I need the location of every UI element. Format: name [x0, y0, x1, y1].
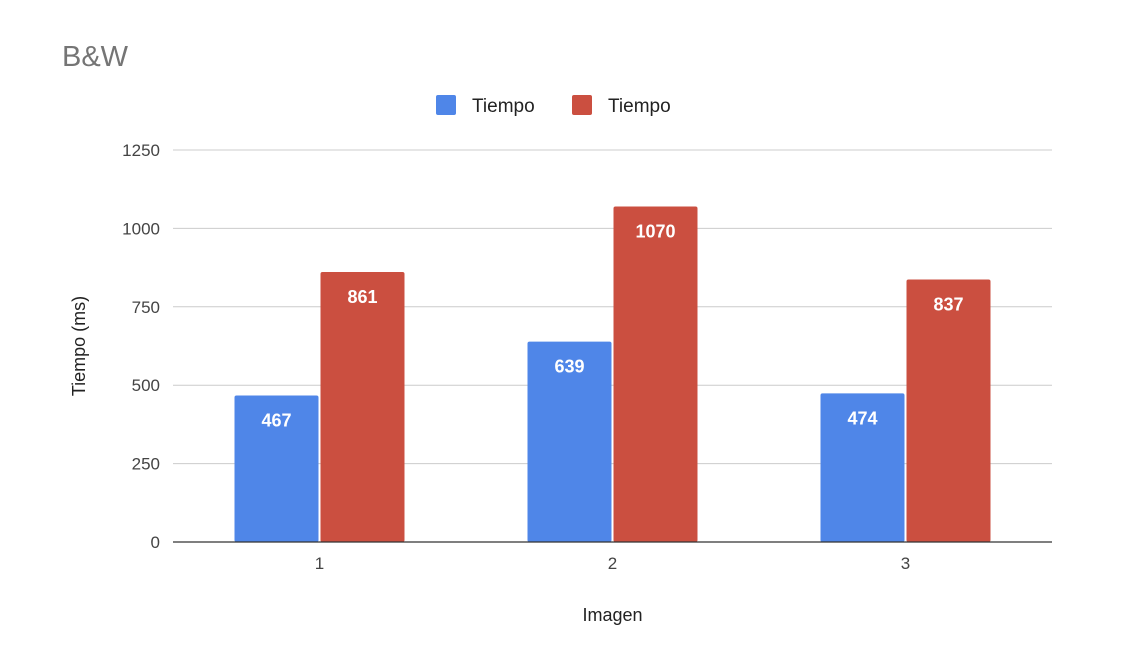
legend-label: Tiempo: [472, 96, 535, 117]
x-tick-label: 1: [315, 554, 324, 573]
x-axis-title: Imagen: [582, 605, 642, 625]
x-tick-label: 3: [901, 554, 910, 573]
x-tick-label: 2: [608, 554, 617, 573]
y-axis-title: Tiempo (ms): [69, 296, 89, 396]
bars: 467 861 639 1070 474 837: [234, 206, 991, 542]
legend-label: Tiempo: [608, 96, 671, 117]
bar: [613, 206, 698, 542]
chart-title: B&W: [62, 41, 129, 73]
legend: Tiempo Tiempo: [436, 95, 671, 117]
x-axis-ticks: 1 2 3: [315, 554, 910, 573]
bar: [527, 341, 612, 542]
y-tick-label: 1250: [122, 141, 160, 160]
y-tick-label: 500: [132, 376, 160, 395]
data-label: 639: [554, 357, 584, 377]
y-tick-label: 1000: [122, 219, 160, 238]
bar: [820, 393, 905, 542]
y-tick-label: 0: [151, 533, 160, 552]
bar: [234, 395, 319, 542]
legend-swatch: [436, 95, 456, 115]
bar: [906, 279, 991, 542]
y-axis-ticks: 0 250 500 750 1000 1250: [122, 141, 160, 552]
gridlines: [173, 149, 1052, 465]
data-label: 467: [261, 411, 291, 431]
data-label: 1070: [635, 221, 675, 241]
y-tick-label: 750: [132, 298, 160, 317]
data-label: 474: [847, 408, 877, 428]
y-tick-label: 250: [132, 455, 160, 474]
data-label: 861: [347, 287, 377, 307]
legend-swatch: [572, 95, 592, 115]
bar: [320, 271, 405, 542]
data-label: 837: [933, 295, 963, 315]
